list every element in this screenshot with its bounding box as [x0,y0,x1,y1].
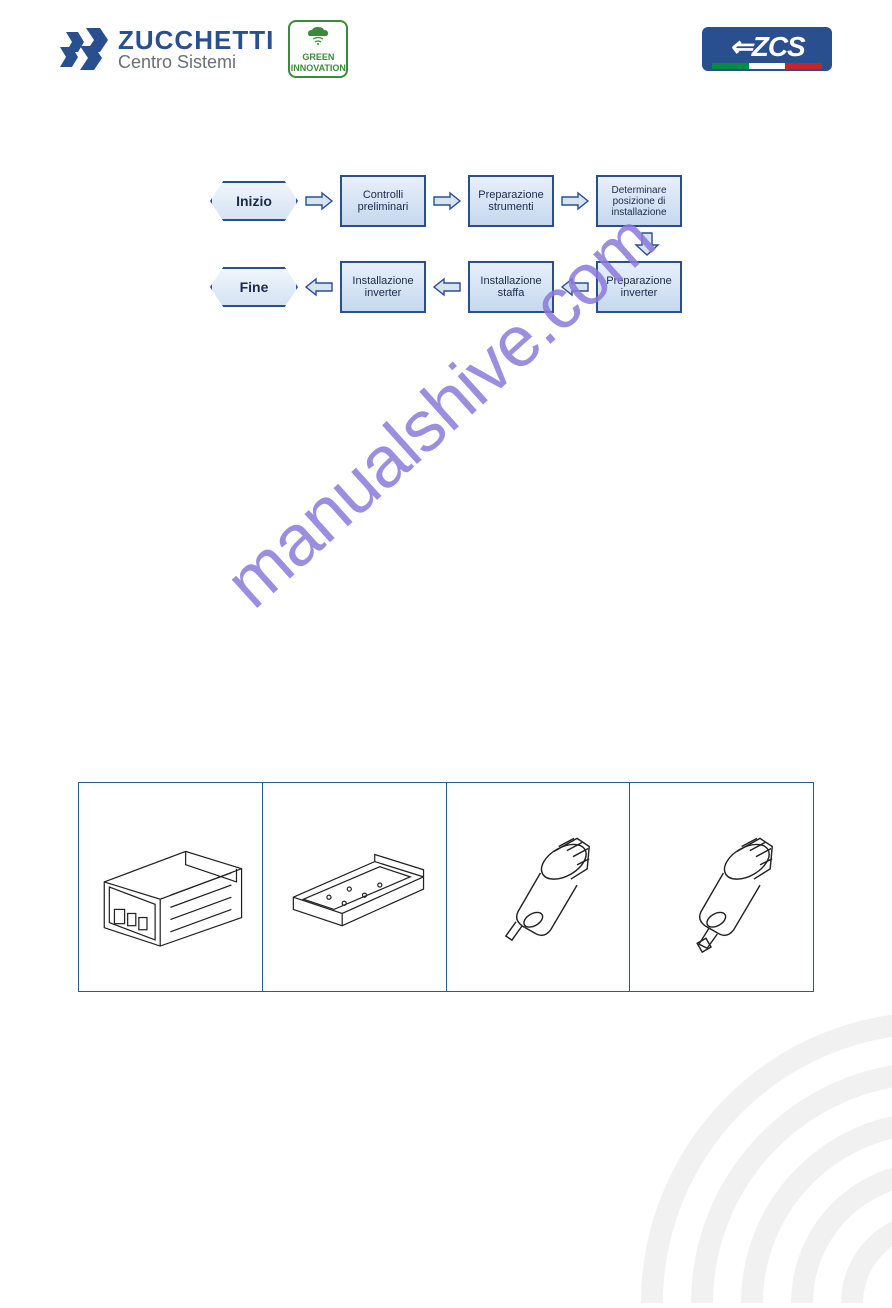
green-label-2: INNOVATION [291,64,346,73]
flow-row-top: Inizio Controlli preliminari Preparazion… [210,175,690,227]
flow-box-checks: Controlli preliminari [340,175,426,227]
brand-subtitle: Centro Sistemi [118,53,274,71]
italy-flag-icon [712,63,822,69]
component-bracket [263,783,447,991]
green-label-1: GREEN [302,53,334,62]
arrow-left-icon [432,277,462,297]
cloud-wifi-icon [304,26,332,51]
component-connector-pos [447,783,631,991]
brand-name: ZUCCHETTI [118,27,274,53]
components-table [78,782,814,992]
flow-box-position: Determinare posizione di installazione [596,175,682,227]
connector-negative-icon [640,816,803,958]
component-connector-neg [630,783,813,991]
arrow-left-icon [560,277,590,297]
installation-flowchart: Inizio Controlli preliminari Preparazion… [210,175,690,313]
decorative-arcs-icon [632,1003,892,1303]
flow-end-node: Fine [210,267,298,307]
brand-text: ZUCCHETTI Centro Sistemi [118,27,274,71]
zcs-text: ⇐ZCS [729,33,804,61]
mounting-bracket-icon [273,826,436,948]
brand-arrows-icon [60,22,110,77]
brand-logo-left: ZUCCHETTI Centro Sistemi GREEN INNOVATIO… [60,20,348,78]
page-header: ZUCCHETTI Centro Sistemi GREEN INNOVATIO… [60,20,832,78]
flow-box-install-inverter: Installazione inverter [340,261,426,313]
zcs-badge: ⇐ZCS [702,27,832,71]
flow-box-install-bracket: Installazione staffa [468,261,554,313]
component-inverter [79,783,263,991]
arrow-right-icon [560,191,590,211]
connector-positive-icon [457,816,620,958]
inverter-device-icon [89,826,252,948]
arrow-right-icon [304,191,334,211]
arrow-right-icon [432,191,462,211]
arrow-left-icon [304,277,334,297]
flow-row-bottom: Fine Installazione inverter Installazion… [210,261,690,313]
flow-box-tools: Preparazione strumenti [468,175,554,227]
flow-box-prep-inverter: Preparazione inverter [596,261,682,313]
flow-start-node: Inizio [210,181,298,221]
green-innovation-badge: GREEN INNOVATION [288,20,348,78]
arrow-down-icon [632,231,662,257]
